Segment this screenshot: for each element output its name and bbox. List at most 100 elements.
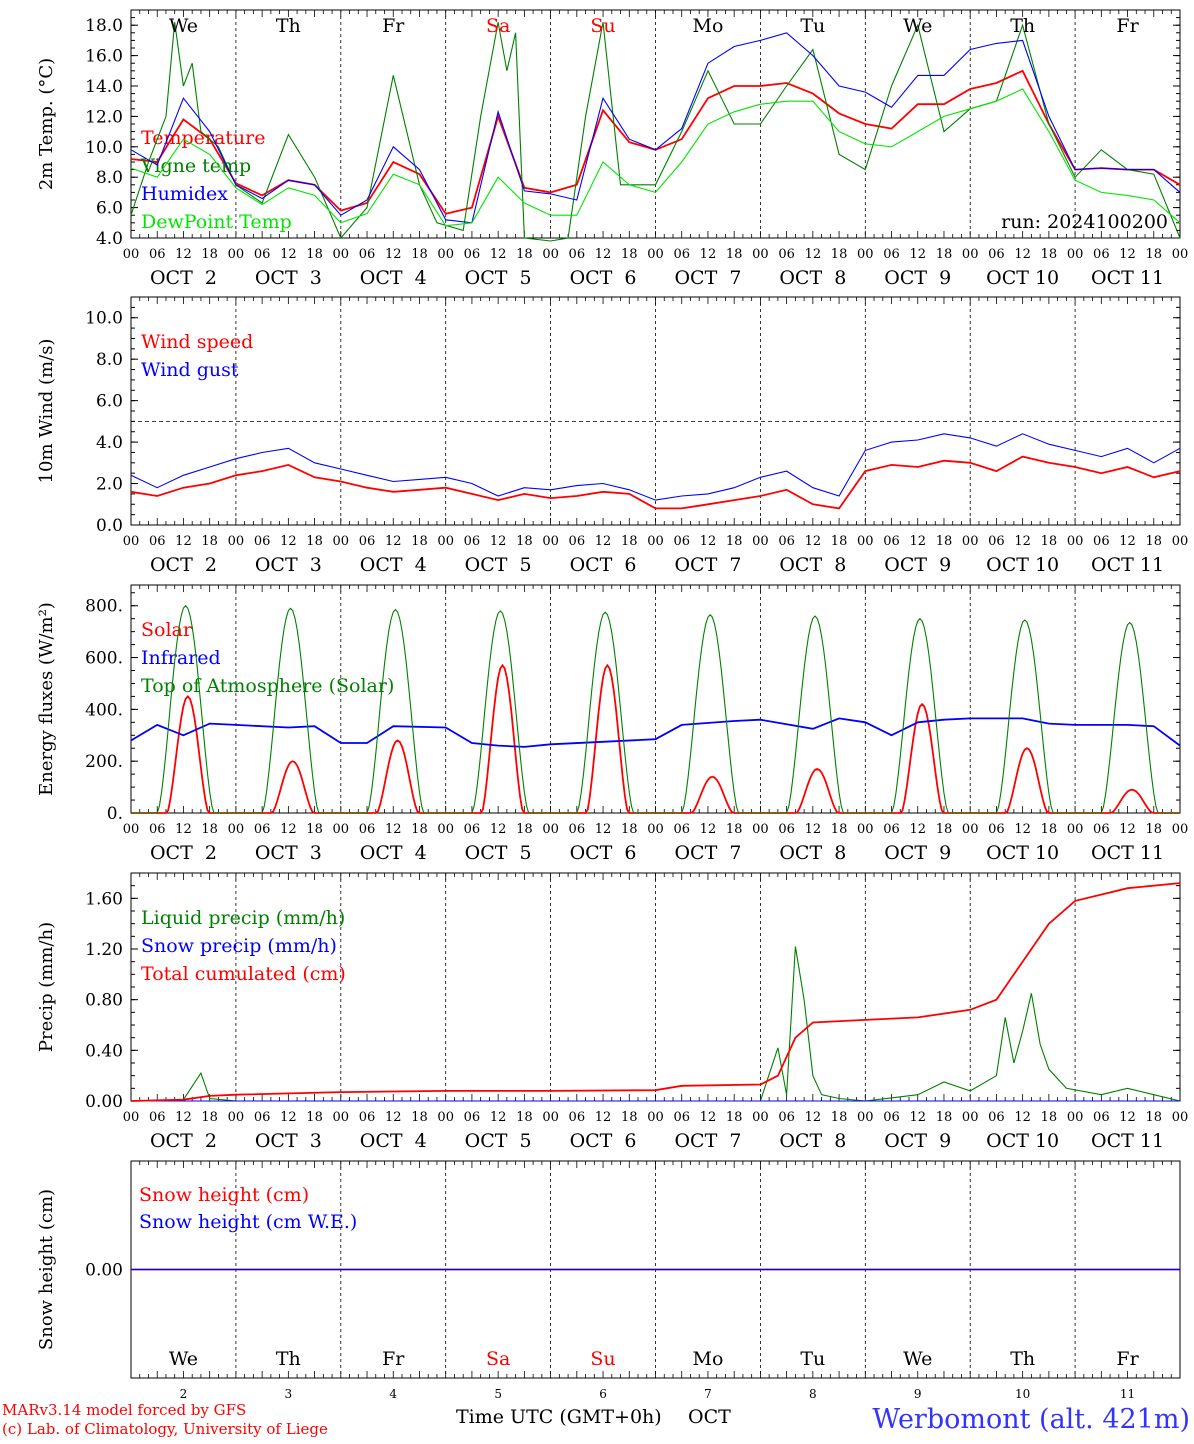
hour-tick-label: 00 xyxy=(542,822,559,837)
day-label: OCT 10 xyxy=(986,842,1059,864)
station-label: Werbomont (alt. 421m) xyxy=(872,1404,1190,1435)
y-axis-label: 2m Temp. (°C) xyxy=(36,58,57,190)
y-tick-label: 4.0 xyxy=(96,229,123,249)
hour-tick-label: 00 xyxy=(228,1110,245,1125)
day-label: OCT 5 xyxy=(465,554,532,576)
day-label: OCT 9 xyxy=(884,842,951,864)
legend-entry: Liquid precip (mm/h) xyxy=(141,907,345,929)
weekday-label: Th xyxy=(276,15,301,37)
legend-entry: DewPoint Temp xyxy=(141,211,292,233)
legend-entry: Snow height (cm W.E.) xyxy=(139,1211,357,1233)
hour-tick-label: 12 xyxy=(490,1110,507,1125)
weekday-label: Tu xyxy=(800,1348,825,1370)
hour-tick-label: 12 xyxy=(1119,247,1136,262)
y-axis-label: Snow height (cm) xyxy=(36,1189,57,1350)
weekday-label: Fr xyxy=(1116,15,1139,37)
day-label: OCT 7 xyxy=(674,842,741,864)
hour-tick-label: 00 xyxy=(123,822,140,837)
lab-credit: (c) Lab. of Climatology, University of L… xyxy=(2,1420,328,1438)
hour-tick-label: 00 xyxy=(333,1110,350,1125)
hour-tick-label: 12 xyxy=(385,534,402,549)
legend-entry: Infrared xyxy=(141,647,221,669)
y-tick-label: 0.80 xyxy=(85,991,123,1011)
hour-tick-label: 00 xyxy=(123,247,140,262)
hour-tick-label: 18 xyxy=(936,247,953,262)
legend-entry: Wind gust xyxy=(141,359,239,381)
weekday-label: Su xyxy=(590,1348,615,1370)
hour-tick-label: 12 xyxy=(385,822,402,837)
hour-tick-label: 00 xyxy=(1067,1110,1084,1125)
hour-tick-label: 18 xyxy=(1041,822,1058,837)
hour-tick-label: 18 xyxy=(1146,1110,1163,1125)
day-label: OCT 3 xyxy=(255,267,322,289)
hour-tick-label: 00 xyxy=(1172,534,1189,549)
hour-tick-label: 12 xyxy=(595,822,612,837)
day-label: OCT 10 xyxy=(986,1130,1059,1152)
hour-tick-label: 00 xyxy=(647,1110,664,1125)
hour-tick-label: 06 xyxy=(569,534,586,549)
day-number: 8 xyxy=(809,1387,817,1401)
y-tick-label: 4.0 xyxy=(96,433,123,453)
hour-tick-label: 12 xyxy=(280,247,297,262)
hour-tick-label: 06 xyxy=(149,534,166,549)
series-line-top-of-atmosphere-solar- xyxy=(131,604,1180,814)
hour-tick-label: 06 xyxy=(464,822,481,837)
hour-tick-label: 06 xyxy=(149,822,166,837)
hour-tick-label: 12 xyxy=(385,1110,402,1125)
hour-tick-label: 06 xyxy=(149,1110,166,1125)
legend-entry: Temperature xyxy=(141,127,265,149)
day-number: 5 xyxy=(494,1387,502,1401)
hour-tick-label: 00 xyxy=(647,534,664,549)
hour-tick-label: 12 xyxy=(1119,1110,1136,1125)
hour-tick-label: 00 xyxy=(437,1110,454,1125)
y-tick-label: 8.0 xyxy=(96,168,123,188)
y-tick-label: 6.0 xyxy=(96,392,123,412)
legend-entry: Snow height (cm) xyxy=(139,1184,309,1206)
hour-tick-label: 00 xyxy=(1172,822,1189,837)
hour-tick-label: 00 xyxy=(437,247,454,262)
hour-tick-label: 18 xyxy=(831,534,848,549)
weekday-label: Th xyxy=(1010,15,1035,37)
hour-tick-label: 06 xyxy=(778,247,795,262)
hour-tick-label: 18 xyxy=(936,534,953,549)
legend-entry: Wind speed xyxy=(141,331,253,353)
y-axis-label: Energy fluxes (W/m²) xyxy=(36,602,57,796)
hour-tick-label: 06 xyxy=(254,822,271,837)
hour-tick-label: 00 xyxy=(962,534,979,549)
hour-tick-label: 18 xyxy=(1041,1110,1058,1125)
weekday-label: Sa xyxy=(486,1348,510,1370)
hour-tick-label: 12 xyxy=(280,1110,297,1125)
day-label: OCT 3 xyxy=(255,1130,322,1152)
hour-tick-label: 18 xyxy=(726,822,743,837)
day-label: OCT 2 xyxy=(150,1130,217,1152)
y-tick-label: 8.0 xyxy=(96,350,123,370)
hour-tick-label: 18 xyxy=(621,534,638,549)
hour-tick-label: 00 xyxy=(1067,534,1084,549)
hour-tick-label: 12 xyxy=(909,247,926,262)
day-label: OCT 6 xyxy=(570,554,637,576)
hour-tick-label: 00 xyxy=(333,822,350,837)
hour-tick-label: 12 xyxy=(909,534,926,549)
day-label: OCT 11 xyxy=(1091,554,1164,576)
day-label: OCT 7 xyxy=(674,554,741,576)
hour-tick-label: 00 xyxy=(333,534,350,549)
hour-tick-label: 18 xyxy=(201,534,218,549)
day-label: OCT 6 xyxy=(570,1130,637,1152)
weekday-label: Tu xyxy=(800,15,825,37)
hour-tick-label: 12 xyxy=(175,1110,192,1125)
weekday-label: Mo xyxy=(692,15,723,37)
hour-tick-label: 12 xyxy=(1119,822,1136,837)
day-number: 4 xyxy=(389,1387,397,1401)
hour-tick-label: 12 xyxy=(700,534,717,549)
series-line-total-cumulated-cm- xyxy=(130,882,1181,1102)
hour-tick-label: 00 xyxy=(1172,1110,1189,1125)
legend-entry: Total cumulated (cm) xyxy=(141,963,346,985)
y-tick-label: 0. xyxy=(107,804,123,824)
hour-tick-label: 00 xyxy=(333,247,350,262)
weekday-label: We xyxy=(169,1348,198,1370)
y-tick-label: 0.00 xyxy=(85,1092,123,1112)
day-number: 3 xyxy=(285,1387,293,1401)
hour-tick-label: 00 xyxy=(123,1110,140,1125)
hour-tick-label: 12 xyxy=(490,534,507,549)
y-tick-label: 10.0 xyxy=(85,138,123,158)
